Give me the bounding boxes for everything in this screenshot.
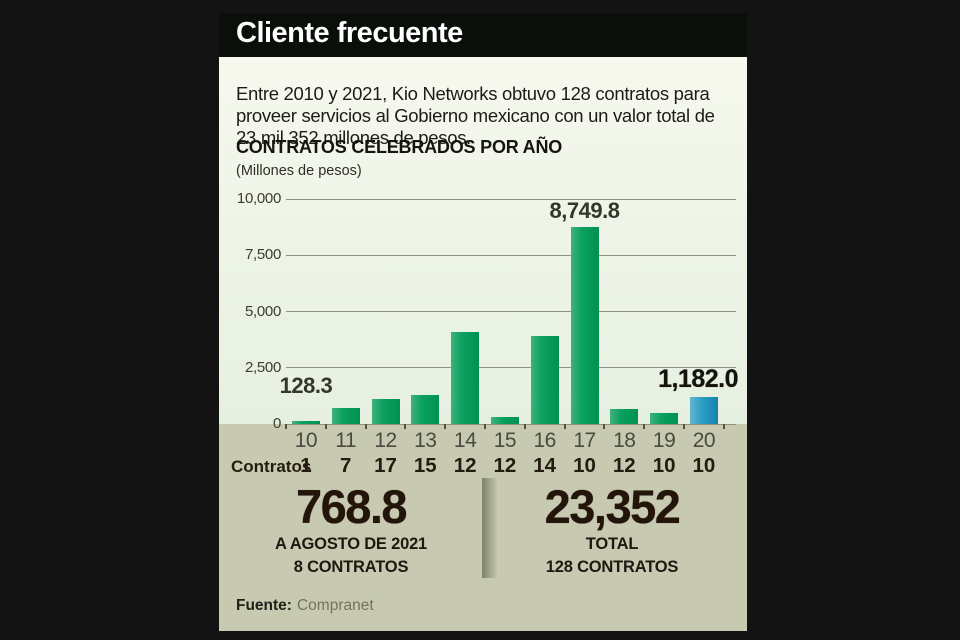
y-axis-label: 0 [272, 415, 281, 432]
chart-section-background [219, 57, 747, 424]
chart-title: CONTRATOS CELEBRADOS POR AÑO [236, 137, 563, 157]
summary-left-caption-1: A AGOSTO DE 2021 [274, 535, 428, 553]
summary-right-value: 23,352 [544, 480, 681, 533]
axis-tick [563, 424, 566, 429]
contracts-count: 10 [692, 454, 716, 477]
gridline [286, 423, 736, 425]
bar [530, 335, 559, 424]
contracts-count: 10 [573, 454, 596, 477]
axis-tick [484, 424, 486, 429]
contracts-count: 15 [413, 454, 437, 477]
bar-chart-plot: 128.3 8,749.8 1,182.0 [280, 198, 738, 429]
x-axis-label: 17 [573, 429, 596, 452]
contracts-row-label: Contratos [231, 457, 312, 476]
bar [570, 227, 599, 424]
page-title: Cliente frecuente [236, 17, 463, 49]
x-axis-label: 20 [692, 429, 716, 452]
source-value: Compranet [296, 597, 374, 614]
axis-tick [722, 424, 725, 429]
summary-right-caption-1: TOTAL [585, 535, 639, 553]
infographic-panel: Cliente frecuente Entre 2010 y 2021, Kio… [219, 13, 747, 631]
y-axis-label: 7,500 [244, 246, 281, 264]
x-axis-label: 18 [613, 429, 636, 452]
y-axis-label: 5,000 [244, 302, 281, 320]
axis-tick [603, 424, 606, 429]
bar [650, 412, 679, 424]
contracts-count: 14 [533, 454, 557, 477]
axis-tick [285, 424, 287, 429]
axis-tick [643, 424, 646, 429]
x-axis-label: 19 [652, 429, 676, 452]
gridline [286, 311, 736, 312]
bar [490, 416, 519, 424]
contracts-count: 12 [612, 454, 636, 477]
intro-text: Entre 2010 y 2021, Kio Networks obtuvo 1… [236, 82, 715, 148]
summary-right: 23,352 TOTAL 128 CONTRATOS [496, 481, 728, 579]
chart-unit-label: (Millones de pesos) [236, 163, 362, 179]
title-bar: Cliente frecuente [219, 13, 747, 57]
x-axis-label: 11 [335, 429, 357, 452]
x-axis-label: 12 [374, 429, 397, 452]
x-axis-label: 13 [414, 429, 437, 452]
bar-value-label: 128.3 [279, 373, 333, 399]
source-label: Fuente: [236, 597, 292, 614]
axis-tick [364, 424, 367, 429]
summary-left-value: 768.8 [295, 480, 408, 533]
bar [411, 395, 440, 424]
contracts-count: 12 [493, 454, 517, 477]
x-axis-label: 10 [294, 429, 318, 452]
y-axis-label: 10,000 [236, 190, 281, 207]
bar [331, 408, 360, 424]
bar-value-label: 8,749.8 [549, 198, 620, 224]
contracts-count: 17 [374, 454, 397, 477]
x-axis-label: 14 [453, 429, 477, 452]
contracts-count: 1 [300, 454, 312, 477]
axis-tick [683, 424, 685, 429]
x-axis-label: 16 [533, 429, 557, 452]
gridline [286, 367, 736, 369]
bar [291, 421, 320, 424]
bar-value-label: 1,182.0 [658, 365, 738, 394]
source-line: Fuente: Compranet [236, 597, 374, 615]
summary-right-caption-2: 128 CONTRATOS [545, 558, 679, 576]
axis-tick [444, 424, 447, 429]
bar [689, 397, 718, 424]
axis-tick [523, 424, 526, 429]
gridline [286, 254, 736, 256]
y-axis-label: 2,500 [244, 358, 281, 376]
bar [610, 409, 639, 424]
contracts-count: 10 [652, 454, 676, 477]
summary-divider [482, 478, 498, 578]
bar [371, 399, 400, 424]
bar [451, 331, 480, 424]
axis-tick [404, 424, 407, 429]
summary-left: 768.8 A AGOSTO DE 2021 8 CONTRATOS [235, 481, 467, 579]
x-axis-label: 15 [493, 429, 517, 452]
contracts-count: 7 [339, 454, 352, 477]
contracts-count: 12 [453, 454, 477, 477]
gridline [286, 198, 736, 200]
summary-left-caption-2: 8 CONTRATOS [293, 558, 409, 576]
axis-tick [324, 424, 327, 429]
